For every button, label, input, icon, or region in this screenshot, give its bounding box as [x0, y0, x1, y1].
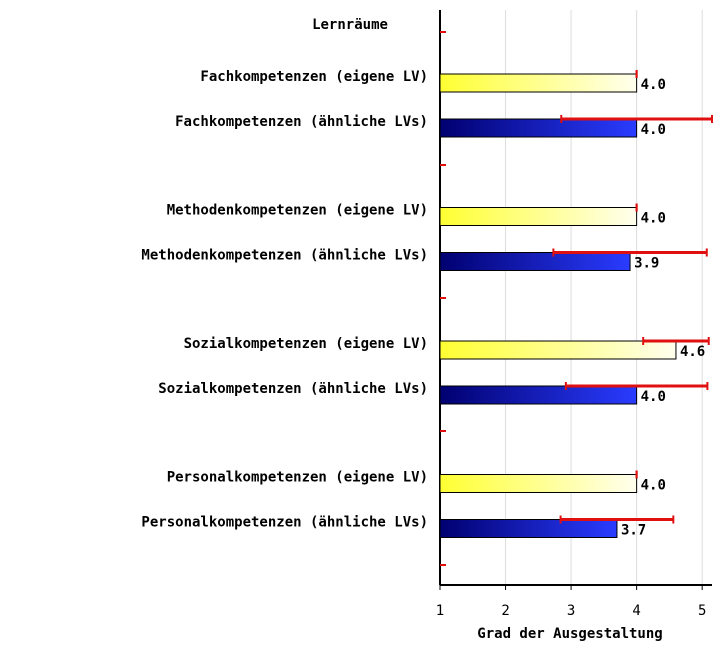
- value-label: 3.7: [621, 523, 646, 539]
- chart-title: Lernräume: [312, 17, 388, 33]
- value-label: 3.9: [634, 256, 659, 272]
- bar: [439, 340, 677, 360]
- y-tick-label: Personalkompetenzen (eigene LV): [167, 470, 428, 486]
- bar: [439, 207, 638, 226]
- value-label: 4.0: [641, 122, 666, 138]
- y-tick-label: Methodenkompetenzen (eigene LV): [167, 203, 428, 219]
- bar: [439, 474, 638, 493]
- bar: [439, 118, 638, 138]
- value-label: 4.0: [641, 77, 666, 93]
- y-tick-label: Methodenkompetenzen (ähnliche LVs): [141, 248, 428, 264]
- y-tick-label: Sozialkompetenzen (eigene LV): [184, 336, 428, 352]
- value-label: 4.0: [641, 478, 666, 494]
- value-label: 4.0: [641, 389, 666, 405]
- y-tick-label: Fachkompetenzen (eigene LV): [200, 69, 428, 85]
- x-tick-label: 1: [436, 603, 444, 619]
- bar: [439, 519, 618, 538]
- x-axis-label: Grad der Ausgestaltung: [477, 626, 662, 642]
- y-tick-label: Sozialkompetenzen (ähnliche LVs): [158, 381, 428, 397]
- bar: [439, 385, 638, 405]
- x-tick-label: 2: [501, 603, 509, 619]
- x-tick-label: 4: [632, 603, 640, 619]
- y-tick-label: Fachkompetenzen (ähnliche LVs): [175, 114, 428, 130]
- value-label: 4.0: [641, 211, 666, 227]
- x-tick-label: 5: [698, 603, 706, 619]
- bar: [439, 252, 631, 271]
- x-tick-label: 3: [567, 603, 575, 619]
- bar: [439, 73, 638, 93]
- value-label: 4.6: [680, 344, 705, 360]
- y-tick-label: Personalkompetenzen (ähnliche LVs): [141, 515, 428, 531]
